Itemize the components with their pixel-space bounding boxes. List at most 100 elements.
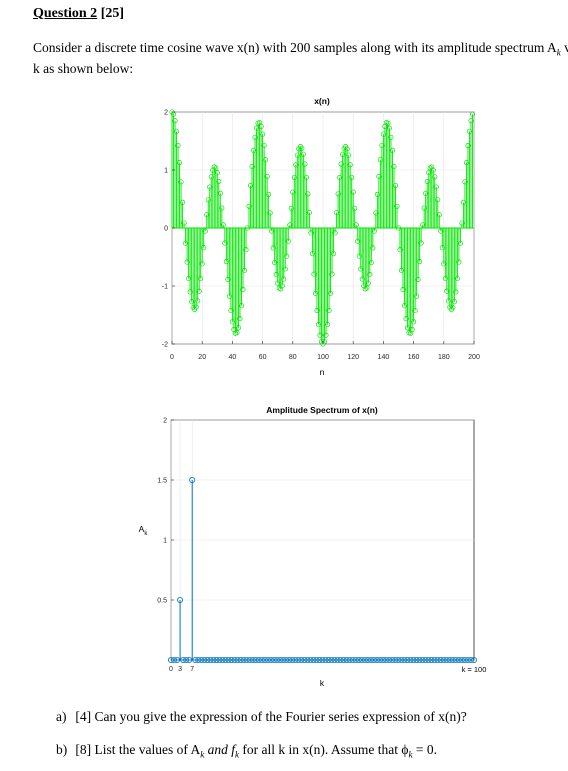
signal-marker xyxy=(225,277,231,283)
signal-marker xyxy=(377,157,383,163)
signal-x-tick-label: 60 xyxy=(259,354,267,361)
signal-marker xyxy=(466,128,473,134)
signal-marker xyxy=(223,259,229,265)
signal-marker xyxy=(439,245,445,251)
intro-text: Consider a discrete time cosine wave x(n… xyxy=(33,40,557,55)
signal-marker xyxy=(205,197,211,203)
signal-marker xyxy=(314,307,320,313)
signal-marker xyxy=(436,212,442,218)
signal-marker xyxy=(261,142,267,149)
signal-marker xyxy=(385,120,391,126)
signal-marker xyxy=(409,327,415,333)
signal-marker xyxy=(270,245,276,251)
signal-marker xyxy=(430,167,436,173)
signal-marker xyxy=(421,205,427,211)
signal-marker xyxy=(327,290,334,296)
signal-marker xyxy=(208,174,214,180)
signal-marker xyxy=(228,307,234,314)
signal-x-tick-label: 200 xyxy=(468,354,480,361)
signal-marker xyxy=(321,339,328,345)
question-b-text-post: for all k in x(n). Assume that ϕ xyxy=(239,742,409,757)
signal-marker xyxy=(450,305,456,311)
question-b-text-mid: and f xyxy=(204,742,235,757)
signal-marker xyxy=(199,261,205,267)
signal-marker xyxy=(214,170,220,176)
signal-marker xyxy=(247,182,254,189)
signal-marker xyxy=(429,164,435,170)
signal-marker xyxy=(291,174,297,180)
signal-marker xyxy=(213,165,219,171)
signal-marker xyxy=(392,182,399,189)
signal-marker xyxy=(207,184,213,190)
signal-marker xyxy=(418,240,424,246)
signal-marker xyxy=(183,240,189,246)
question-b: b) [8] List the values of Ak and fk for … xyxy=(56,742,437,760)
question-b-sub-2: k xyxy=(235,749,239,760)
signal-marker xyxy=(294,152,300,158)
signal-marker xyxy=(288,205,294,211)
signal-marker xyxy=(412,307,418,314)
signal-marker xyxy=(415,277,421,283)
signal-marker xyxy=(240,286,246,292)
signal-marker xyxy=(444,288,450,294)
signal-marker xyxy=(234,330,240,336)
question-a: a) [4] Can you give the expression of th… xyxy=(56,709,467,725)
question-b-sub-1: k xyxy=(200,749,205,760)
signal-marker xyxy=(266,191,272,197)
signal-y-tick-label: -1 xyxy=(162,284,168,291)
intro-line-1: Consider a discrete time cosine wave x(n… xyxy=(33,40,568,61)
signal-marker xyxy=(302,161,308,167)
signal-marker xyxy=(462,179,468,185)
signal-marker xyxy=(397,247,403,253)
signal-marker xyxy=(400,286,406,292)
signal-marker xyxy=(365,280,371,286)
signal-marker xyxy=(196,288,202,294)
question-number: Question 2 xyxy=(33,6,98,21)
signal-marker xyxy=(311,271,317,277)
signal-marker xyxy=(252,134,258,140)
signal-marker xyxy=(338,161,344,167)
signal-marker xyxy=(394,203,400,209)
signal-x-ticks: 0 20 40 60 80 100 120 140 160 180 200 xyxy=(170,341,480,361)
signal-marker xyxy=(368,260,374,266)
signal-marker xyxy=(195,298,201,304)
signal-marker xyxy=(235,325,241,331)
signal-marker xyxy=(380,131,386,137)
signal-marker xyxy=(172,118,178,124)
signal-marker xyxy=(177,160,183,166)
signal-marker xyxy=(337,174,343,181)
signal-x-tick-label: 80 xyxy=(289,354,297,361)
signal-marker xyxy=(352,205,358,211)
question-a-marks: [4] xyxy=(75,709,92,724)
signal-marker xyxy=(358,266,364,272)
signal-marker xyxy=(326,307,332,313)
question-b-text-end: = 0. xyxy=(412,742,437,757)
question-b-marks: [8] xyxy=(75,742,92,757)
signal-marker xyxy=(264,173,270,179)
intro-line-2: k as shown below: xyxy=(33,60,134,76)
signal-marker xyxy=(414,293,420,299)
signal-marker xyxy=(238,303,245,309)
signal-marker xyxy=(411,319,417,325)
signal-marker xyxy=(453,289,459,295)
signal-marker xyxy=(241,267,248,274)
signal-marker xyxy=(441,261,447,267)
signal-marker xyxy=(308,230,314,236)
signal-marker xyxy=(340,151,346,157)
signal-marker xyxy=(249,164,255,170)
signal-marker xyxy=(403,316,409,322)
signal-marker xyxy=(355,238,361,244)
question-intro: Consider a discrete time cosine wave x(n… xyxy=(33,40,568,77)
signal-stems xyxy=(169,109,476,347)
signal-x-tick-label: 180 xyxy=(438,354,450,361)
signal-marker xyxy=(284,253,290,259)
question-b-text-pre: List the values of A xyxy=(91,742,201,757)
intro-subscript: k xyxy=(556,47,561,58)
signal-marker xyxy=(332,230,338,236)
signal-marker xyxy=(454,275,460,282)
signal-marker xyxy=(401,303,408,309)
signal-marker xyxy=(329,271,335,277)
signal-marker xyxy=(226,293,232,299)
question-a-label: a) xyxy=(56,709,67,724)
signal-marker xyxy=(290,189,296,195)
